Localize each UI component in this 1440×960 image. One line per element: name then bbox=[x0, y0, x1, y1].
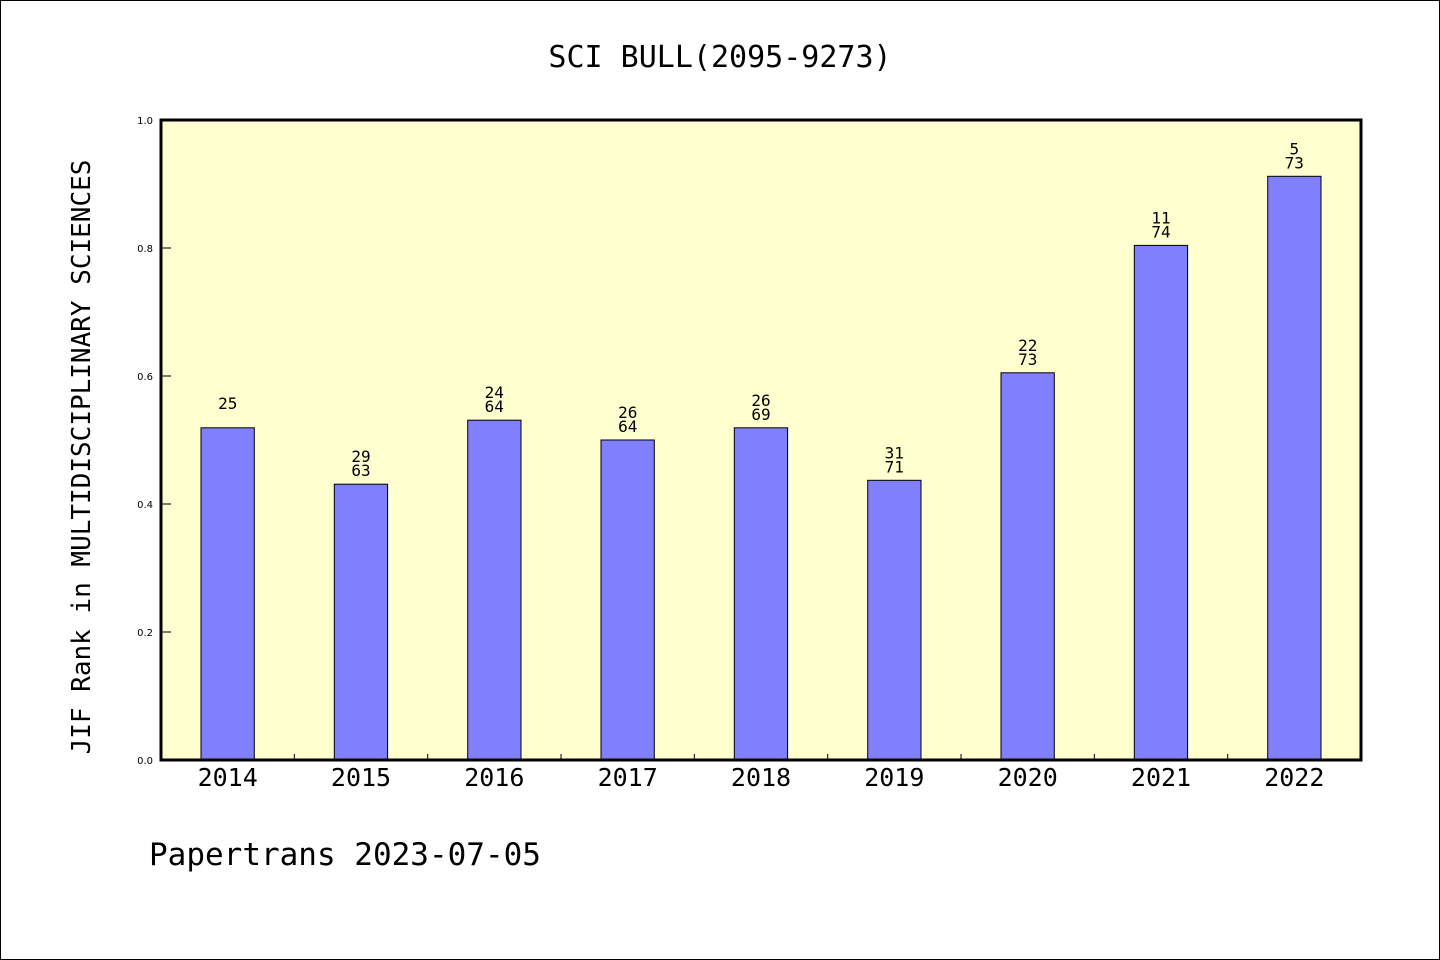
data-label: 22 bbox=[1018, 336, 1037, 355]
data-label: 24 bbox=[485, 383, 504, 402]
x-tick-label: 2018 bbox=[731, 763, 791, 792]
x-tick-label: 2022 bbox=[1264, 763, 1324, 792]
data-label: 63 bbox=[351, 461, 370, 480]
bar bbox=[333, 483, 389, 761]
data-label: 64 bbox=[485, 397, 504, 416]
bar bbox=[600, 439, 655, 761]
bar bbox=[200, 427, 255, 761]
x-tick-label: 2021 bbox=[1131, 763, 1191, 792]
data-label: 64 bbox=[618, 417, 637, 436]
bar bbox=[467, 419, 522, 761]
data-label: 74 bbox=[1151, 222, 1170, 241]
y-tick-label: 0.2 bbox=[137, 628, 153, 639]
y-tick-label: 0.6 bbox=[137, 372, 153, 383]
data-label: 25 bbox=[218, 394, 237, 413]
bars-layer bbox=[200, 175, 1322, 761]
data-label: 31 bbox=[885, 443, 904, 462]
data-label: 73 bbox=[1285, 153, 1304, 172]
bar bbox=[1267, 175, 1322, 761]
x-tick-label: 2014 bbox=[198, 763, 258, 792]
data-label: 69 bbox=[751, 405, 770, 424]
data-label: 26 bbox=[618, 403, 637, 422]
x-tick-label: 2019 bbox=[864, 763, 924, 792]
data-label: 26 bbox=[751, 391, 770, 410]
chart-title: SCI BULL(2095-9273) bbox=[548, 40, 891, 75]
y-tick-label: 1.0 bbox=[137, 116, 153, 127]
bar bbox=[1000, 372, 1055, 761]
y-axis-label: JIF Rank in MULTIDISCIPLINARY SCIENCES bbox=[67, 160, 97, 755]
ticks-layer: 2014 2015 2016 2017 2018 2019 2020 2021 2022 0.0 0… bbox=[137, 116, 1324, 792]
x-tick-label: 2016 bbox=[464, 763, 524, 792]
bar bbox=[1133, 244, 1189, 761]
data-label: 71 bbox=[885, 457, 904, 476]
x-tick-label: 2017 bbox=[598, 763, 658, 792]
y-tick-label: 0.8 bbox=[137, 244, 153, 255]
data-label: 29 bbox=[351, 447, 370, 466]
plot-frame bbox=[159, 118, 1363, 762]
bar bbox=[867, 479, 922, 761]
data-label: 11 bbox=[1151, 208, 1170, 227]
data-label: 73 bbox=[1018, 350, 1037, 369]
y-tick-label: 0.0 bbox=[137, 756, 153, 767]
y-tick-label: 0.4 bbox=[137, 500, 153, 511]
footer-text: Papertrans 2023-07-05 bbox=[149, 837, 541, 873]
data-label: 5 bbox=[1289, 139, 1299, 158]
x-tick-label: 2020 bbox=[998, 763, 1058, 792]
bar bbox=[733, 427, 789, 761]
x-tick-label: 2015 bbox=[331, 763, 391, 792]
